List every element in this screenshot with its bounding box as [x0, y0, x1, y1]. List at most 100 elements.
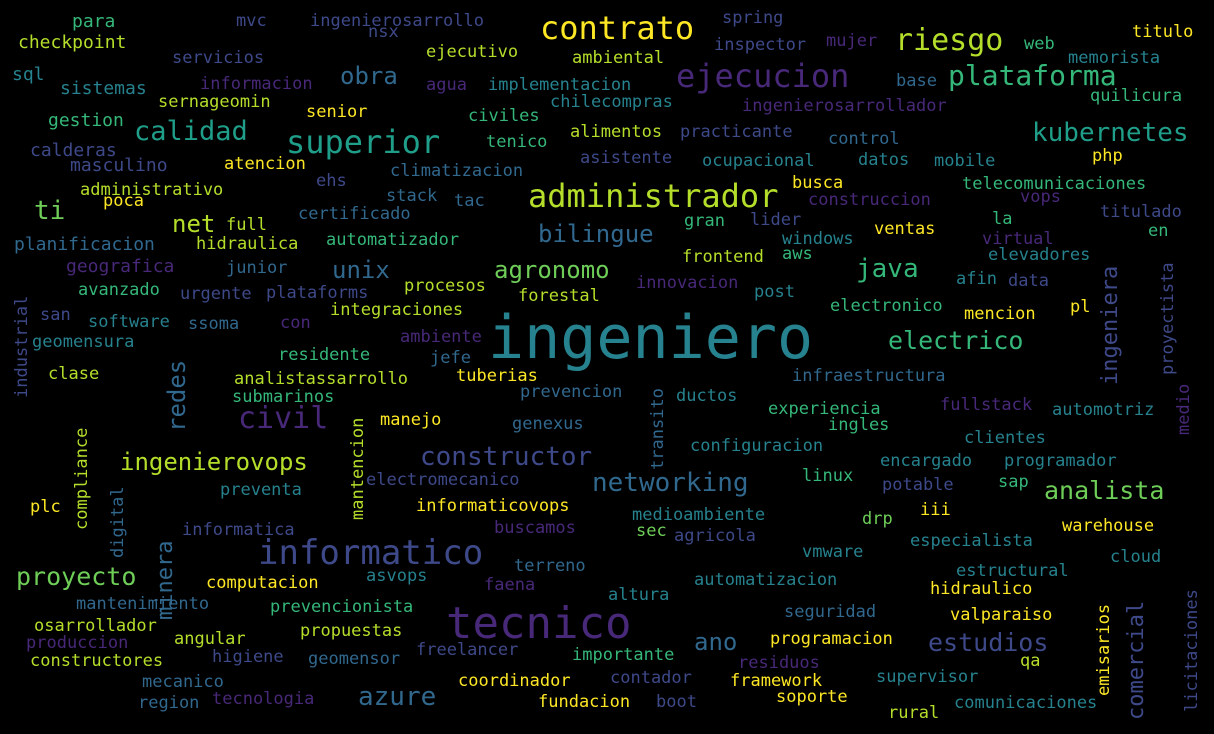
word-ehs: ehs: [316, 171, 347, 191]
word-azure: azure: [358, 682, 437, 712]
word-electrico: electrico: [888, 326, 1024, 355]
word-prevencionista: prevencionista: [270, 597, 414, 617]
word-hidraulica: hidraulica: [196, 234, 299, 254]
word-tac: tac: [454, 191, 485, 211]
word-informaticovops: informaticovops: [416, 496, 570, 516]
word-chilecompras: chilecompras: [550, 92, 673, 112]
word-para: para: [72, 11, 116, 32]
word-estructural: estructural: [956, 561, 1069, 581]
word-mecanico: mecanico: [142, 672, 224, 692]
word-java: java: [856, 254, 919, 284]
word-ambiente: ambiente: [400, 327, 482, 347]
word-civil: civil: [238, 401, 329, 436]
word-masculino: masculino: [70, 155, 168, 176]
word-atencion: atencion: [224, 154, 306, 174]
word-faena: faena: [484, 575, 536, 595]
word-prevencion: prevencion: [520, 382, 623, 402]
word-con: con: [280, 313, 311, 333]
word-ingenierovops: ingenierovops: [120, 448, 308, 476]
word-potable: potable: [882, 475, 954, 495]
word-rural: rural: [888, 703, 940, 723]
word-control: control: [828, 129, 900, 149]
word-ambiental: ambiental: [572, 48, 665, 68]
word-bilingue: bilingue: [538, 220, 654, 248]
word-mantencion: mantencion: [348, 417, 368, 520]
word-boot: boot: [656, 692, 697, 712]
word-quilicura: quilicura: [1090, 86, 1183, 106]
word-civiles: civiles: [468, 106, 540, 126]
word-redes: redes: [163, 359, 191, 432]
word-industrial: industrial: [12, 295, 32, 398]
word-medio: medio: [1174, 383, 1194, 435]
word-angular: angular: [174, 629, 246, 649]
word-importante: importante: [572, 645, 675, 665]
word-ano: ano: [694, 628, 738, 656]
word-configuracion: configuracion: [690, 436, 824, 456]
word-ventas: ventas: [874, 219, 936, 239]
word-freelancer: freelancer: [416, 640, 519, 660]
word-ingenierosarrollo: ingenierosarrollo: [310, 11, 484, 31]
word-agronomo: agronomo: [494, 256, 610, 284]
word-base: base: [896, 71, 937, 91]
word-seguridad: seguridad: [784, 602, 877, 622]
word-computacion: computacion: [206, 573, 319, 593]
word-sistemas: sistemas: [60, 78, 147, 99]
word-emisarios: emisarios: [1094, 603, 1114, 696]
word-automatizador: automatizador: [326, 230, 460, 250]
word-sernageomin: sernageomin: [158, 92, 271, 112]
word-kubernetes: kubernetes: [1032, 118, 1189, 148]
word-informacion: informacion: [200, 74, 313, 94]
word-post: post: [754, 282, 795, 302]
word-en: en: [1148, 221, 1169, 241]
word-agua: agua: [426, 75, 467, 95]
word-analista: analista: [1044, 476, 1165, 505]
word-nsx: nsx: [368, 22, 399, 42]
word-valparaiso: valparaiso: [950, 605, 1053, 625]
word-buscamos: buscamos: [494, 518, 576, 538]
word-framework: framework: [730, 671, 823, 691]
word-sql: sql: [12, 64, 45, 85]
word-junior: junior: [226, 258, 288, 278]
word-forestal: forestal: [518, 286, 600, 306]
word-coordinador: coordinador: [458, 671, 571, 691]
word-gran: gran: [684, 211, 725, 231]
word-ingles: ingles: [828, 415, 890, 435]
word-ejecucion: ejecucion: [676, 57, 850, 95]
word-ejecutivo: ejecutivo: [426, 42, 519, 62]
word-licitaciones: licitaciones: [1182, 589, 1202, 712]
word-data: data: [1008, 271, 1049, 291]
word-asvops: asvops: [366, 566, 428, 586]
word-poca: poca: [103, 191, 144, 211]
word-supervisor: supervisor: [876, 667, 979, 687]
word-genexus: genexus: [512, 414, 584, 434]
word-frontend: frontend: [682, 247, 764, 267]
word-certificado: certificado: [298, 204, 411, 224]
word-inspector: inspector: [714, 35, 807, 55]
word-soporte: soporte: [776, 687, 848, 707]
word-pl: pl: [1070, 297, 1091, 317]
word-programacion: programacion: [770, 629, 893, 649]
word-informatica: informatica: [182, 520, 295, 540]
word-mobile: mobile: [934, 151, 996, 171]
word-drp: drp: [862, 509, 893, 529]
word-electromecanico: electromecanico: [366, 470, 520, 490]
word-comercial: comercial: [1124, 600, 1149, 720]
word-stack: stack: [386, 186, 438, 206]
word-spring: spring: [722, 8, 784, 28]
word-ocupacional: ocupacional: [702, 151, 815, 171]
word-mencion: mencion: [964, 304, 1036, 324]
word-contador: contador: [610, 668, 692, 688]
word-elevadores: elevadores: [988, 245, 1091, 265]
word-residente: residente: [278, 345, 371, 365]
word-geomensura: geomensura: [32, 332, 135, 352]
word-windows: windows: [782, 229, 854, 249]
word-planificacion: planificacion: [14, 234, 155, 255]
word-contrato: contrato: [540, 9, 695, 47]
word-networking: networking: [592, 468, 749, 498]
word-plc: plc: [30, 497, 61, 517]
word-residuos: residuos: [738, 653, 820, 673]
word-analistassarrollo: analistassarrollo: [234, 369, 408, 389]
word-senior: senior: [306, 102, 368, 122]
word-full: full: [226, 215, 267, 235]
word-alimentos: alimentos: [570, 122, 663, 142]
